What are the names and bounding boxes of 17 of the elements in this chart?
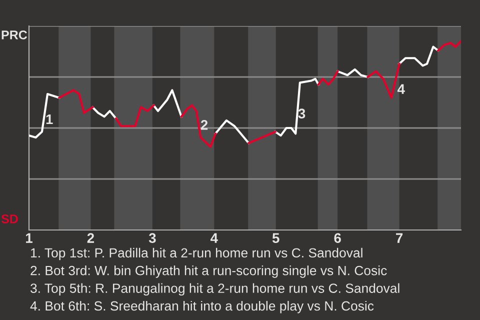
text: 1. Top 1st: P. Padilla hit a 2-run home run vs C. Sandoval: [31, 248, 362, 260]
text: 2. Bot 3rd: W. bin Ghiyath hit a run-scoring single vs N. Cosic: [30, 266, 387, 278]
text: 3. Top 5th: R. Panugalinog hit a 2-run home run vs C. Sandoval: [30, 283, 400, 296]
text: PRC: [2, 30, 28, 40]
annotation: 3: [298, 108, 306, 119]
x-tick-label: 2: [87, 233, 94, 243]
x-tick-label: 4: [210, 233, 218, 243]
text: 4. Bot 6th: S. Sreedharan hit into a double play vs N. Cosic: [30, 300, 374, 314]
annotation: 1: [46, 114, 53, 124]
text: SD: [1, 214, 18, 224]
x-tick-label: 6: [334, 233, 341, 243]
annotation: 2: [200, 120, 208, 130]
x-tick-label: 7: [396, 233, 403, 243]
annotation: 4: [397, 84, 405, 94]
x-tick-label: 5: [272, 233, 280, 243]
x-tick-label: 3: [148, 233, 156, 243]
x-tick-label: 1: [26, 233, 32, 243]
